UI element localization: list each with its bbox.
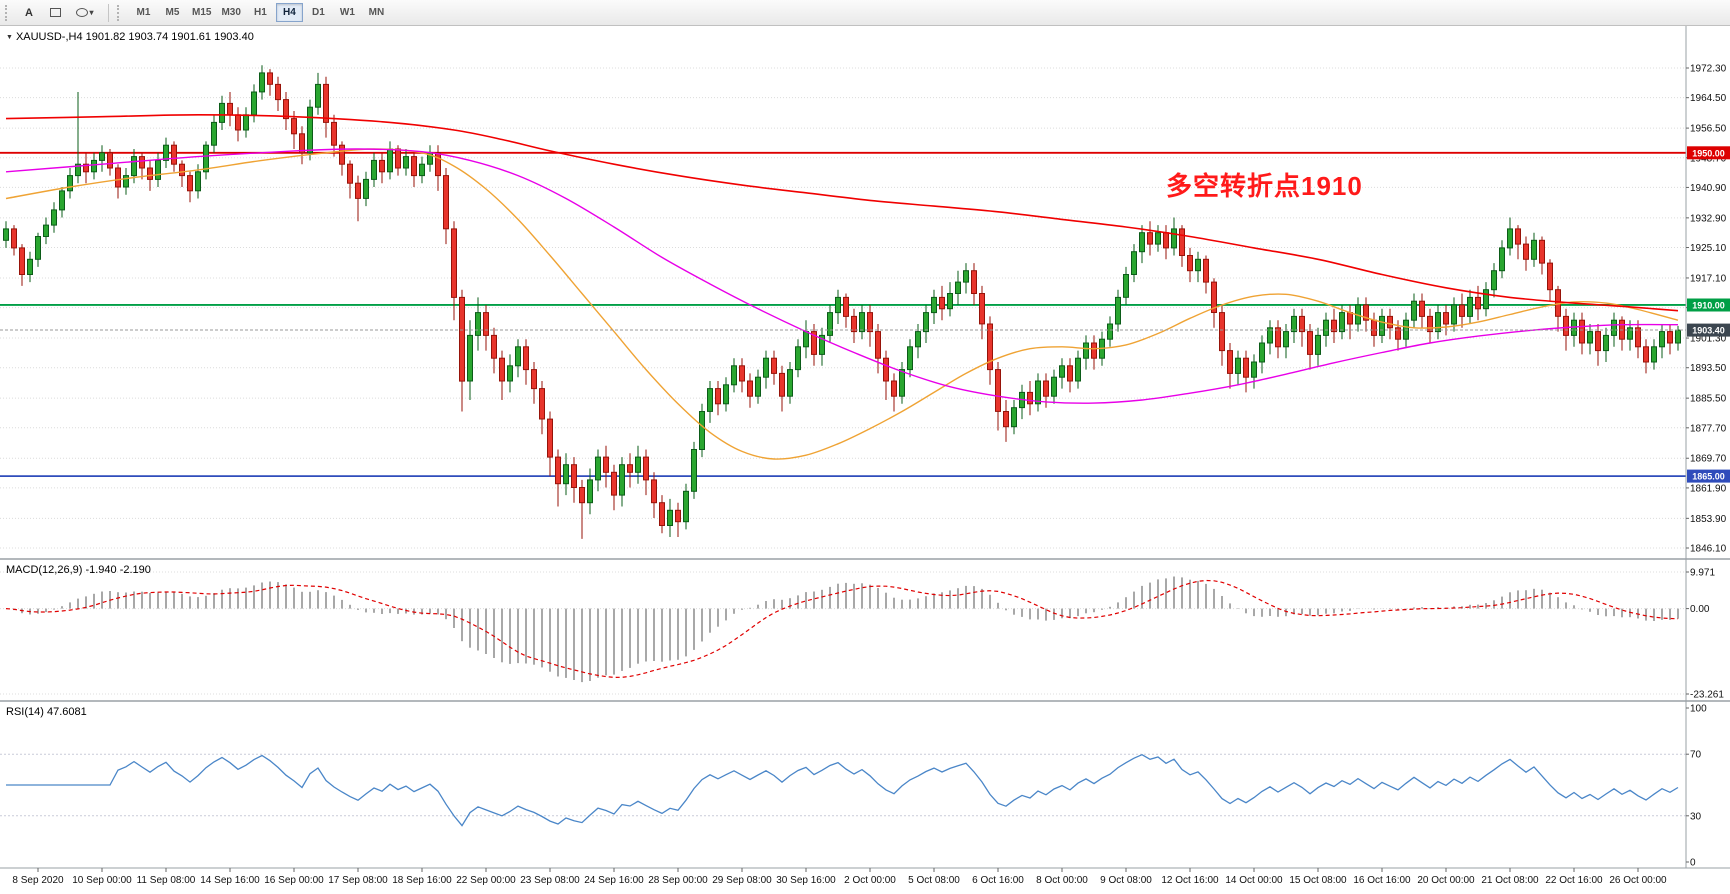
text-label-tool[interactable]: A <box>17 3 41 23</box>
price-badge: 1903.40 <box>1687 323 1730 337</box>
ma-line-medium-magenta <box>5 148 1679 404</box>
macd-axis-label: 9.971 <box>1690 567 1715 578</box>
time-axis-label: 16 Sep 00:00 <box>264 875 324 886</box>
time-axis-label: 5 Oct 08:00 <box>908 875 960 886</box>
timeframe-h1[interactable]: H1 <box>247 3 274 22</box>
timeframe-mn[interactable]: MN <box>363 3 390 22</box>
price-axis-label: 1901.30 <box>1690 334 1727 345</box>
svg-text:1903.40: 1903.40 <box>1692 326 1725 336</box>
time-axis-label: 17 Sep 08:00 <box>328 875 388 886</box>
timeframe-m1[interactable]: M1 <box>130 3 157 22</box>
time-axis-label: 10 Sep 00:00 <box>72 875 132 886</box>
ellipse-icon <box>76 8 89 17</box>
chart-area[interactable]: 1972.301964.501956.501948.701940.901932.… <box>0 26 1730 894</box>
price-axis-label: 1861.90 <box>1690 483 1727 494</box>
toolbar-drag-handle[interactable] <box>117 4 123 21</box>
time-axis-label: 18 Sep 16:00 <box>392 875 452 886</box>
price-badge: 1910.00 <box>1687 298 1730 312</box>
toolbar-drag-handle[interactable] <box>5 4 11 21</box>
time-axis-label: 8 Sep 2020 <box>12 875 64 886</box>
rsi-indicator-label: RSI(14) 47.6081 <box>6 706 87 718</box>
time-axis-label: 26 Oct 00:00 <box>1609 875 1667 886</box>
shapes-dropdown-button[interactable]: ▾ <box>69 3 101 23</box>
price-badge: 1865.00 <box>1687 469 1730 483</box>
timeframe-toolbar: M1 M5 M15 M30 H1 H4 D1 W1 MN <box>129 3 391 22</box>
time-axis-label: 30 Sep 16:00 <box>776 875 836 886</box>
rsi-axis-label: 0 <box>1690 858 1696 869</box>
time-axis-label: 24 Sep 16:00 <box>584 875 644 886</box>
shape-tool[interactable] <box>43 3 67 23</box>
macd-signal-line <box>5 579 1679 679</box>
time-axis-label: 21 Oct 08:00 <box>1481 875 1539 886</box>
svg-text:1950.00: 1950.00 <box>1692 148 1725 158</box>
symbol-ohlc-line: ▼ XAUUSD-,H4 1901.82 1903.74 1901.61 1903… <box>6 31 254 43</box>
rsi-line <box>6 753 1679 827</box>
time-axis-label: 14 Oct 00:00 <box>1225 875 1283 886</box>
price-axis-label: 1964.50 <box>1690 93 1727 104</box>
candlesticks <box>3 65 1681 539</box>
timeframe-m15[interactable]: M15 <box>188 3 215 22</box>
chart-annotation-text: 多空转折点1910 <box>1166 171 1363 201</box>
price-axis-label: 1893.50 <box>1690 363 1727 374</box>
time-axis-label: 22 Sep 00:00 <box>456 875 516 886</box>
price-axis-label: 1877.70 <box>1690 423 1727 434</box>
time-axis-label: 2 Oct 00:00 <box>844 875 896 886</box>
ma-line-fast-orange <box>5 148 1679 460</box>
rsi-axis-label: 100 <box>1690 704 1707 715</box>
timeframe-d1[interactable]: D1 <box>305 3 332 22</box>
time-axis-label: 11 Sep 08:00 <box>137 875 196 886</box>
chevron-down-icon: ▾ <box>89 8 94 17</box>
price-axis-label: 1925.10 <box>1690 243 1727 254</box>
ma-line-slow-red <box>5 113 1679 312</box>
macd-axis-label: 0.00 <box>1690 604 1710 615</box>
time-axis-label: 29 Sep 08:00 <box>712 875 772 886</box>
macd-axis-label: -23.261 <box>1690 689 1724 700</box>
svg-text:1865.00: 1865.00 <box>1692 472 1725 482</box>
price-axis-label: 1956.50 <box>1690 124 1727 135</box>
price-axis-label: 1869.70 <box>1690 454 1727 465</box>
rectangle-icon <box>49 8 61 17</box>
time-axis-label: 20 Oct 00:00 <box>1417 875 1475 886</box>
timeframe-w1[interactable]: W1 <box>334 3 361 22</box>
price-axis-label: 1885.50 <box>1690 394 1727 405</box>
triangle-down-icon: ▼ <box>6 34 13 41</box>
time-axis-label: 8 Oct 00:00 <box>1036 875 1088 886</box>
macd-histogram <box>13 576 1679 683</box>
macd-indicator-label: MACD(12,26,9) -1.940 -2.190 <box>6 564 151 576</box>
price-axis-label: 1940.90 <box>1690 183 1727 194</box>
toolbar-separator <box>108 3 109 22</box>
rsi-axis-label: 30 <box>1690 811 1702 822</box>
timeframe-m30[interactable]: M30 <box>217 3 244 22</box>
price-axis-label: 1853.90 <box>1690 514 1727 525</box>
price-axis-label: 1932.90 <box>1690 213 1727 224</box>
price-axis-label: 1972.30 <box>1690 64 1727 75</box>
toolbar: A ▾ M1 M5 M15 M30 H1 H4 D1 W1 MN <box>0 0 1730 26</box>
symbol-ohlc-text: XAUUSD-,H4 1901.82 1903.74 1901.61 1903.… <box>15 31 254 43</box>
time-axis-label: 22 Oct 16:00 <box>1545 875 1603 886</box>
rsi-axis-label: 70 <box>1690 750 1702 761</box>
svg-text:1910.00: 1910.00 <box>1692 301 1725 311</box>
time-axis-label: 28 Sep 00:00 <box>648 875 708 886</box>
price-axis-label: 1846.10 <box>1690 544 1727 555</box>
time-axis-label: 12 Oct 16:00 <box>1161 875 1219 886</box>
time-axis-label: 15 Oct 08:00 <box>1289 875 1347 886</box>
price-axis[interactable]: 1972.301964.501956.501948.701940.901932.… <box>1686 64 1727 869</box>
time-axis-label: 14 Sep 16:00 <box>200 875 260 886</box>
time-axis[interactable]: 8 Sep 2020 10 Sep 00:00 11 Sep 08:00 14 Sep… <box>12 868 1667 886</box>
timeframe-h4[interactable]: H4 <box>275 3 303 22</box>
price-axis-label: 1917.10 <box>1690 273 1727 284</box>
timeframe-m5[interactable]: M5 <box>159 3 186 22</box>
time-axis-label: 9 Oct 08:00 <box>1100 875 1152 886</box>
price-badge: 1950.00 <box>1687 146 1730 160</box>
time-axis-label: 6 Oct 16:00 <box>972 875 1024 886</box>
time-axis-label: 16 Oct 16:00 <box>1353 875 1411 886</box>
chart-canvas[interactable]: 1972.301964.501956.501948.701940.901932.… <box>0 26 1730 894</box>
time-axis-label: 23 Sep 08:00 <box>520 875 580 886</box>
